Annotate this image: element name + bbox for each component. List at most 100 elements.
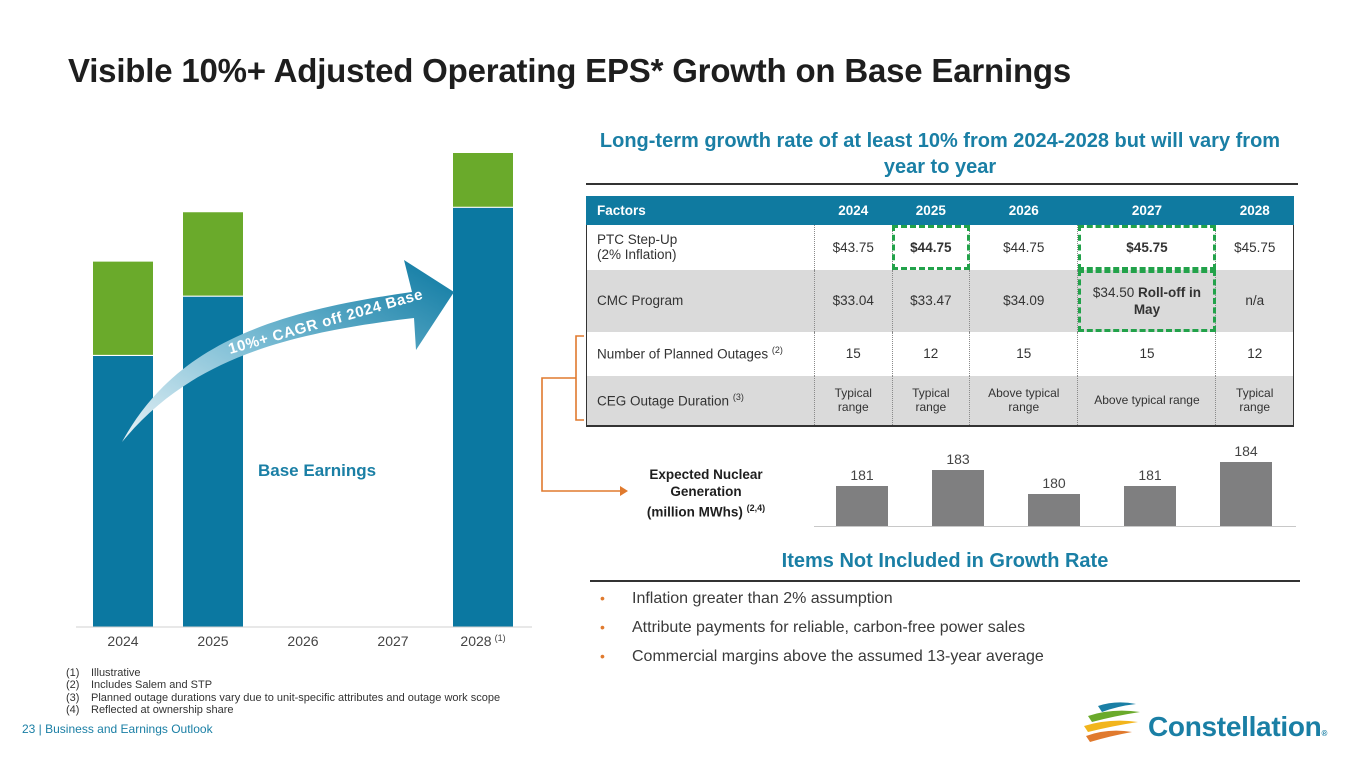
header-2025: 2025 <box>891 196 971 225</box>
gen-bar-2024 <box>836 486 888 526</box>
item-text: Inflation greater than 2% assumption <box>632 590 893 607</box>
footnote: (2) Includes Salem and STP <box>66 679 500 691</box>
gen-value-label: 183 <box>946 451 970 467</box>
cmc-2027-value: $34.50 <box>1092 284 1135 300</box>
bullet-icon: • <box>600 648 605 664</box>
factors-table: Factors 2024 2025 2026 2027 2028 PTC Ste… <box>586 196 1294 427</box>
gen-label-line1: Expected Nuclear <box>649 467 763 482</box>
items-list: • Inflation greater than 2% assumption • A… <box>600 590 1044 677</box>
ptc-2027: $45.75 <box>1077 224 1216 270</box>
x-tick-2026: 2026 <box>287 633 318 649</box>
items-heading: Items Not Included in Growth Rate <box>781 550 1109 572</box>
nuclear-generation-label: Expected Nuclear Generation (million MWh… <box>630 466 782 521</box>
bar-base-2028 <box>453 207 513 627</box>
page-footer: 23 | Business and Earnings Outlook <box>22 722 213 736</box>
gen-value-label: 181 <box>850 467 874 483</box>
footnote-num: (1) <box>66 667 80 679</box>
footnote-text: Illustrative <box>91 667 141 679</box>
gen-bar-2026 <box>1028 494 1080 526</box>
x-tick-2024: 2024 <box>107 633 138 649</box>
gen-label-note: (2,4) <box>746 503 766 513</box>
x-tick-2028: 2028 (1) <box>460 633 505 649</box>
footnote-num: (4) <box>66 704 80 717</box>
duration-2027: Above typical range <box>1077 375 1216 427</box>
gen-label-line2: Generation <box>670 484 742 499</box>
header-2027: 2027 <box>1077 196 1217 225</box>
growth-heading-rule <box>586 183 1298 185</box>
table-row-cmc: CMC Program $33.04 $33.47 $34.09 $34.50 … <box>586 269 1294 332</box>
connector-arrowhead <box>620 486 628 496</box>
list-item: • Commercial margins above the assumed 13… <box>600 648 1044 677</box>
ptc-2026: $44.75 <box>969 224 1078 270</box>
item-text: Commercial margins above the assumed 13-… <box>632 648 1044 665</box>
page-title: Visible 10%+ Adjusted Operating EPS* Gro… <box>68 52 1072 89</box>
cmc-2027: $34.50 Roll-off in May <box>1077 269 1216 332</box>
bar-growth-2025 <box>183 212 243 297</box>
gen-value-label: 184 <box>1234 443 1258 459</box>
bar-growth-2024 <box>93 261 153 356</box>
bar-base-2024 <box>93 355 153 627</box>
outages-2027: 15 <box>1077 331 1216 376</box>
table-row-ptc: PTC Step-Up (2% Inflation) $43.75 $44.75… <box>586 224 1294 270</box>
outages-2025: 12 <box>891 331 970 376</box>
factor-ptc-line1: PTC Step-Up <box>597 232 678 248</box>
cmc-2024: $33.04 <box>814 269 893 332</box>
x-tick-2025: 2025 <box>197 633 228 649</box>
table-header-row: Factors 2024 2025 2026 2027 2028 <box>586 196 1294 225</box>
cagr-label: 10%+ CAGR off 2024 Base <box>226 286 425 358</box>
bullet-icon: • <box>600 590 605 606</box>
header-2024: 2024 <box>814 196 893 225</box>
items-heading-rule <box>590 580 1300 582</box>
outages-2026: 15 <box>969 331 1078 376</box>
gen-bar-2025 <box>932 470 984 526</box>
footnote-text: Planned outage durations vary due to uni… <box>91 691 501 704</box>
cagr-arrow <box>122 260 454 442</box>
gen-bar-2027 <box>1124 486 1176 526</box>
header-factors: Factors <box>586 196 815 225</box>
factor-cmc: CMC Program <box>586 269 815 332</box>
logo-registered: ® <box>1321 729 1328 738</box>
ptc-2025: $44.75 <box>891 224 970 270</box>
cmc-2028: n/a <box>1215 269 1294 332</box>
header-2026: 2026 <box>969 196 1079 225</box>
logo-wordmark: Constellation® <box>1148 711 1327 743</box>
growth-heading: Long-term growth rate of at least 10% fr… <box>599 130 1281 178</box>
ptc-2024: $43.75 <box>814 224 893 270</box>
footnote-num: (2) <box>66 679 80 692</box>
list-item: • Inflation greater than 2% assumption <box>600 590 1044 619</box>
factor-ptc: PTC Step-Up (2% Inflation) <box>586 224 815 270</box>
factor-duration-note: (3) <box>732 391 744 402</box>
item-text: Attribute payments for reliable, carbon-… <box>632 619 1026 636</box>
bullet-icon: • <box>600 619 605 635</box>
footnote: (1) Illustrative <box>66 667 500 679</box>
duration-2024: Typical range <box>814 375 893 427</box>
factor-outages-label: Number of Planned Outages <box>597 346 769 362</box>
outages-2028: 12 <box>1215 331 1294 376</box>
footnotes: (1) Illustrative (2) Includes Salem and ST… <box>66 667 500 717</box>
factor-duration-label: CEG Outage Duration <box>597 393 730 409</box>
duration-2028: Typical range <box>1215 375 1294 427</box>
bar-growth-2028 <box>453 153 513 208</box>
header-2028: 2028 <box>1215 196 1294 225</box>
footnote-text: Reflected at ownership share <box>91 704 234 717</box>
logo-name: Constellation <box>1148 711 1322 742</box>
outages-2024: 15 <box>814 331 893 376</box>
footnote-num: (3) <box>66 691 80 704</box>
cmc-2025: $33.47 <box>891 269 970 332</box>
gen-label-line3: (million MWhs) <box>646 504 743 520</box>
factor-outages: Number of Planned Outages (2) <box>586 331 815 376</box>
x-tick-2027: 2027 <box>377 633 408 649</box>
cmc-2027-rolloff: Roll-off in May <box>1133 284 1201 317</box>
nuclear-generation-chart: 181 183 180 181 184 <box>814 443 1296 527</box>
gen-bar-2028 <box>1220 462 1272 526</box>
factor-duration: CEG Outage Duration (3) <box>586 375 815 427</box>
duration-2025: Typical range <box>891 375 970 427</box>
factor-outages-note: (2) <box>771 345 783 356</box>
constellation-logo-icon <box>1084 702 1140 742</box>
footnote: (4) Reflected at ownership share <box>66 704 500 716</box>
gen-value-label: 181 <box>1138 467 1162 483</box>
factor-ptc-line2: (2% Inflation) <box>597 247 677 263</box>
footnote: (3) Planned outage durations vary due to … <box>66 692 500 704</box>
x-tick-note: (1) <box>495 633 506 643</box>
table-row-duration: CEG Outage Duration (3) Typical range Ty… <box>586 375 1294 427</box>
